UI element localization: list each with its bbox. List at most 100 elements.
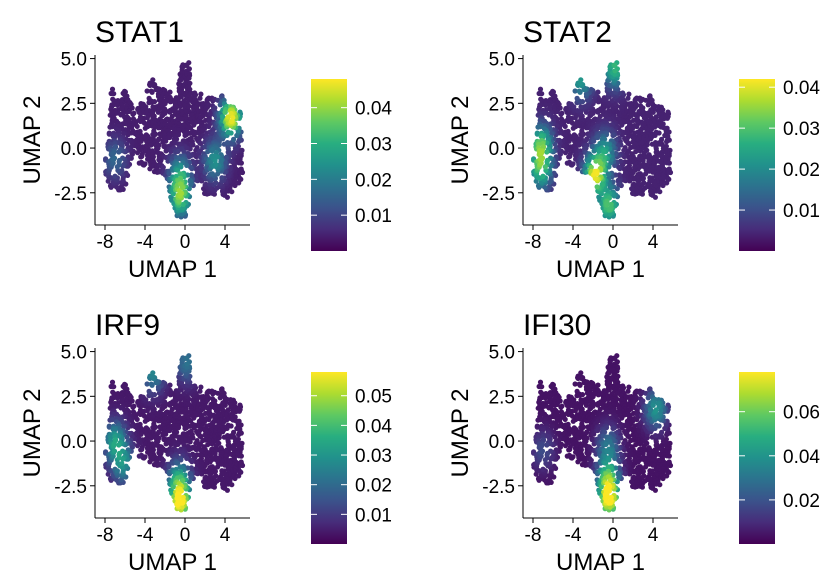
data-point	[578, 104, 584, 110]
y-tick-label: 5.0	[61, 343, 87, 364]
data-point	[228, 110, 234, 117]
data-point	[182, 132, 188, 138]
data-point	[579, 392, 586, 398]
data-point	[570, 161, 576, 167]
x-tick-label: -8	[97, 232, 114, 253]
data-point	[167, 427, 173, 434]
data-point	[212, 158, 218, 164]
data-point	[138, 102, 144, 108]
data-point	[219, 175, 225, 181]
data-point	[130, 111, 136, 117]
data-point	[629, 186, 635, 192]
point-cloud	[103, 60, 246, 220]
data-point	[142, 125, 148, 131]
data-point	[215, 171, 221, 177]
data-point	[564, 402, 570, 408]
data-point	[160, 164, 166, 170]
data-point	[178, 164, 184, 170]
data-point	[181, 149, 187, 155]
x-axis-label: UMAP 1	[556, 256, 645, 283]
x-tick-label: 0	[608, 232, 619, 253]
x-tick-label: 4	[220, 232, 231, 253]
data-point	[574, 95, 580, 101]
data-point	[539, 384, 545, 390]
data-point	[590, 394, 596, 400]
data-point	[540, 173, 546, 179]
data-point	[111, 91, 117, 97]
data-point	[198, 384, 204, 390]
data-point	[542, 395, 548, 401]
y-axis-label: UMAP 2	[19, 389, 46, 478]
data-point	[614, 353, 620, 359]
data-point	[155, 145, 161, 151]
data-point	[666, 459, 672, 465]
data-point	[119, 461, 125, 467]
data-point	[147, 82, 153, 88]
data-point	[112, 173, 118, 179]
data-point	[167, 400, 173, 406]
data-point	[114, 164, 120, 170]
point-cloud	[531, 353, 674, 513]
data-point	[225, 114, 231, 120]
data-point	[186, 75, 192, 81]
x-tick-label: 4	[220, 525, 231, 546]
data-point	[187, 86, 193, 92]
data-point	[111, 448, 118, 454]
data-point	[184, 361, 190, 367]
data-point	[595, 134, 601, 141]
data-point	[176, 188, 182, 194]
point-cloud	[103, 353, 246, 513]
data-point	[150, 370, 156, 376]
data-point	[198, 91, 204, 97]
data-point	[198, 140, 204, 147]
data-point	[626, 91, 632, 97]
x-tick-label: -8	[525, 232, 542, 253]
data-point	[167, 134, 173, 141]
data-point	[649, 141, 655, 147]
data-point	[112, 134, 118, 140]
x-tick-label: 4	[648, 232, 659, 253]
data-point	[217, 395, 223, 401]
colorbar-tick-label: 0.02	[783, 160, 820, 181]
data-point	[538, 151, 544, 157]
data-point	[193, 173, 199, 179]
x-tick-label: 0	[180, 525, 191, 546]
data-point	[116, 149, 122, 155]
data-point	[578, 77, 584, 83]
data-point	[145, 449, 151, 455]
data-point	[182, 425, 188, 431]
data-point	[594, 171, 600, 177]
data-point	[180, 201, 186, 207]
data-point	[538, 157, 545, 163]
y-tick-label: 2.5	[489, 94, 515, 115]
data-point	[187, 178, 193, 184]
data-point	[136, 117, 143, 123]
data-point	[163, 431, 169, 437]
data-point	[116, 442, 122, 448]
data-point	[178, 171, 184, 177]
data-point	[152, 131, 159, 137]
data-point	[163, 138, 169, 144]
data-point	[201, 479, 207, 485]
data-point	[213, 180, 219, 186]
data-point	[169, 195, 175, 201]
data-point	[136, 160, 142, 166]
data-point	[209, 148, 215, 154]
colorbar-tick-label: 0.01	[355, 206, 392, 227]
data-point	[539, 91, 545, 97]
colorbar-tick-label: 0.05	[355, 387, 392, 408]
data-point	[630, 190, 636, 196]
data-point	[150, 397, 156, 403]
data-point	[114, 468, 120, 474]
data-point	[116, 159, 122, 165]
data-point	[595, 392, 601, 398]
data-point	[151, 99, 158, 105]
data-point	[167, 99, 173, 105]
y-tick-label: 2.5	[61, 94, 87, 115]
data-point	[192, 92, 199, 98]
colorbar	[311, 79, 347, 251]
data-point	[109, 124, 116, 130]
data-point	[648, 189, 654, 195]
